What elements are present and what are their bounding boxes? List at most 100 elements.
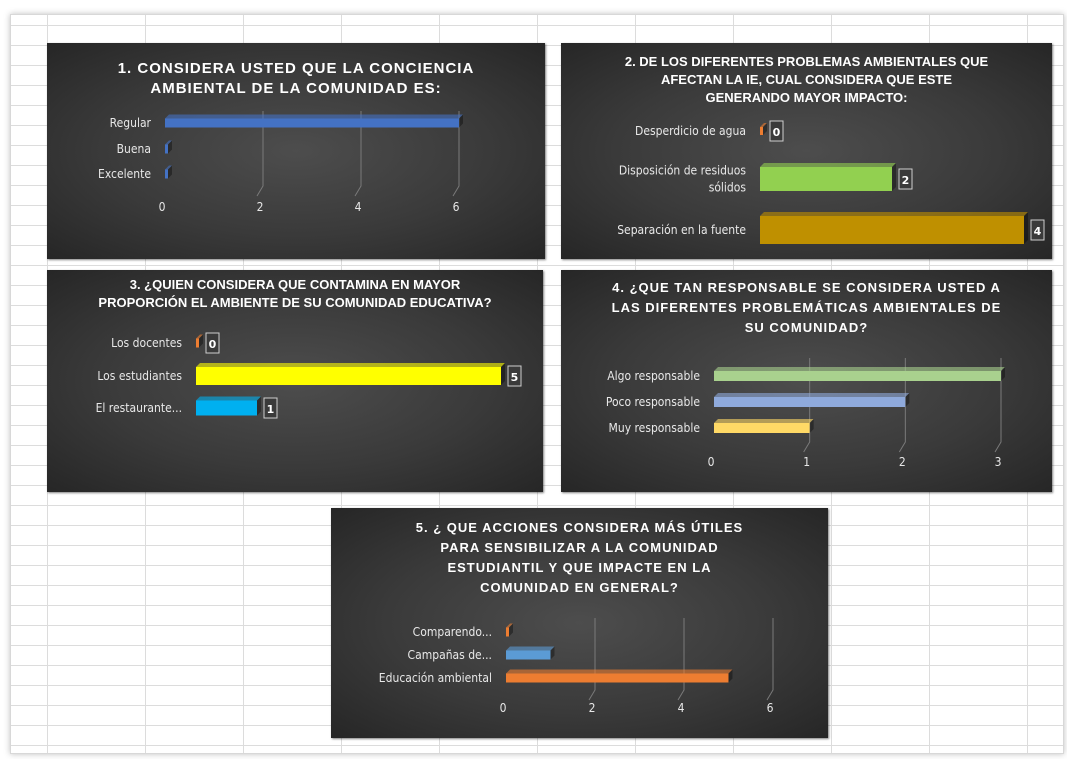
- bar[interactable]: [165, 144, 168, 154]
- bar[interactable]: [760, 127, 763, 135]
- gridline: [994, 358, 1002, 453]
- chart-4-title: 4. ¿QUE TAN RESPONSABLE SE CONSIDERA UST…: [611, 280, 1002, 335]
- gridline: [898, 358, 906, 453]
- category-label: Excelente: [98, 167, 151, 181]
- gridline: [677, 618, 685, 701]
- category-label: Algo responsable: [607, 369, 700, 383]
- bar[interactable]: [506, 627, 509, 637]
- category-label: Buena: [117, 142, 151, 156]
- bar-top-face: [760, 123, 767, 127]
- chart-1-plot: 0 2 4 6 Regular Buena Excelente: [98, 111, 463, 214]
- chart-4-que-tan-responsable[interactable]: 4. ¿QUE TAN RESPONSABLE SE CONSIDERA UST…: [561, 270, 1052, 492]
- chart-1-title: 1. CONSIDERA USTED QUE LA CONCIENCIA AMB…: [117, 60, 475, 97]
- chart-3-quien-contamina[interactable]: 3. ¿QUIEN CONSIDERA QUE CONTAMINA EN MAY…: [47, 270, 543, 492]
- gridline: [452, 111, 460, 197]
- chart-5-plot: 0 2 4 6 Comparendo... Campañas de... Educación…: [379, 618, 774, 715]
- bar-top-face: [196, 363, 505, 367]
- chart-3-plot: Los docentes 0 Los estudiantes 5 El restaura…: [96, 332, 522, 419]
- category-label: sólidos: [709, 181, 747, 195]
- category-label: Campañas de...: [408, 648, 492, 662]
- category-label: El restaurante...: [96, 401, 182, 415]
- bar[interactable]: [165, 169, 168, 179]
- x-tick-label: 2: [257, 200, 264, 214]
- bar-top-face: [714, 419, 814, 423]
- category-label: Muy responsable: [609, 421, 701, 435]
- data-label: 1: [267, 403, 275, 416]
- category-label: Comparendo...: [413, 625, 492, 639]
- bar[interactable]: [760, 216, 1024, 244]
- chart-3-title: 3. ¿QUIEN CONSIDERA QUE CONTAMINA EN MAY…: [98, 277, 492, 310]
- gridline: [588, 618, 596, 701]
- bar-side-face: [509, 623, 513, 637]
- category-label: Regular: [110, 116, 152, 130]
- bar-side-face: [892, 163, 896, 191]
- category-label: Disposición de residuos: [619, 164, 747, 178]
- chart-2-plot: Desperdicio de agua 0 Disposición de resid…: [617, 120, 1045, 244]
- chart-1-conciencia-ambiental[interactable]: 1. CONSIDERA USTED QUE LA CONCIENCIA AMB…: [47, 43, 545, 259]
- chart-5-title: 5. ¿ QUE ACCIONES CONSIDERA MÁS ÚTILES P…: [415, 520, 744, 595]
- bar-side-face: [501, 363, 505, 385]
- chart-2-problemas-ambientales[interactable]: 2. DE LOS DIFERENTES PROBLEMAS AMBIENTAL…: [561, 43, 1052, 259]
- bar[interactable]: [196, 400, 257, 416]
- bar-top-face: [760, 212, 1028, 216]
- bar-top-face: [165, 140, 172, 145]
- bar-side-face: [168, 140, 172, 154]
- data-label-box: [205, 332, 220, 354]
- bar[interactable]: [506, 673, 729, 683]
- bar-side-face: [728, 669, 733, 683]
- x-tick-label: 3: [995, 455, 1002, 469]
- bar-side-face: [257, 396, 261, 416]
- data-label-box: [898, 168, 913, 190]
- bar[interactable]: [165, 118, 459, 128]
- bar-top-face: [165, 114, 463, 119]
- bar-side-face: [809, 419, 814, 433]
- x-tick-label: 4: [355, 200, 362, 214]
- x-tick-label: 2: [589, 701, 596, 715]
- bar[interactable]: [196, 367, 501, 385]
- bar[interactable]: [506, 650, 551, 660]
- category-label: Poco responsable: [606, 395, 700, 409]
- category-label: Desperdicio de agua: [635, 124, 746, 138]
- bar-top-face: [506, 646, 555, 651]
- bar[interactable]: [760, 167, 892, 191]
- bar-top-face: [196, 396, 261, 401]
- bar-top-face: [506, 669, 733, 674]
- x-tick-label: 0: [708, 455, 715, 469]
- bar[interactable]: [714, 423, 810, 433]
- bar-side-face: [199, 334, 203, 348]
- x-tick-label: 0: [500, 701, 507, 715]
- x-tick-label: 1: [803, 455, 810, 469]
- data-label: 4: [1034, 225, 1042, 238]
- category-label: Los estudiantes: [97, 369, 182, 383]
- chart-5-acciones-utiles[interactable]: 5. ¿ QUE ACCIONES CONSIDERA MÁS ÚTILES P…: [331, 508, 828, 738]
- data-label-box: [263, 397, 278, 419]
- bar-top-face: [165, 165, 172, 170]
- bar-top-face: [506, 623, 513, 628]
- x-tick-label: 0: [159, 200, 166, 214]
- data-label-box: [769, 120, 784, 142]
- bar-side-face: [1001, 367, 1005, 381]
- bar-side-face: [905, 393, 910, 407]
- bar-top-face: [760, 163, 896, 167]
- data-label: 2: [902, 174, 910, 187]
- category-label: Los docentes: [111, 336, 182, 350]
- data-label-box: [507, 365, 522, 387]
- chart-4-plot: 0 1 2 3 Algo responsable Poco responsable Muy …: [606, 358, 1005, 469]
- data-label: 5: [511, 371, 519, 384]
- bar-top-face: [196, 334, 203, 339]
- bar[interactable]: [714, 371, 1001, 381]
- bar[interactable]: [196, 338, 199, 348]
- bar-side-face: [1024, 212, 1028, 244]
- bar-top-face: [714, 393, 910, 397]
- bar-side-face: [763, 123, 767, 135]
- gridline: [766, 618, 774, 701]
- bar-side-face: [550, 646, 555, 660]
- x-tick-label: 6: [767, 701, 774, 715]
- data-label: 0: [209, 338, 217, 351]
- data-label: 0: [773, 126, 781, 139]
- category-label: Separación en la fuente: [617, 223, 746, 237]
- gridline: [354, 111, 362, 197]
- x-tick-label: 6: [453, 200, 460, 214]
- bar-side-face: [168, 165, 172, 179]
- bar[interactable]: [714, 397, 906, 407]
